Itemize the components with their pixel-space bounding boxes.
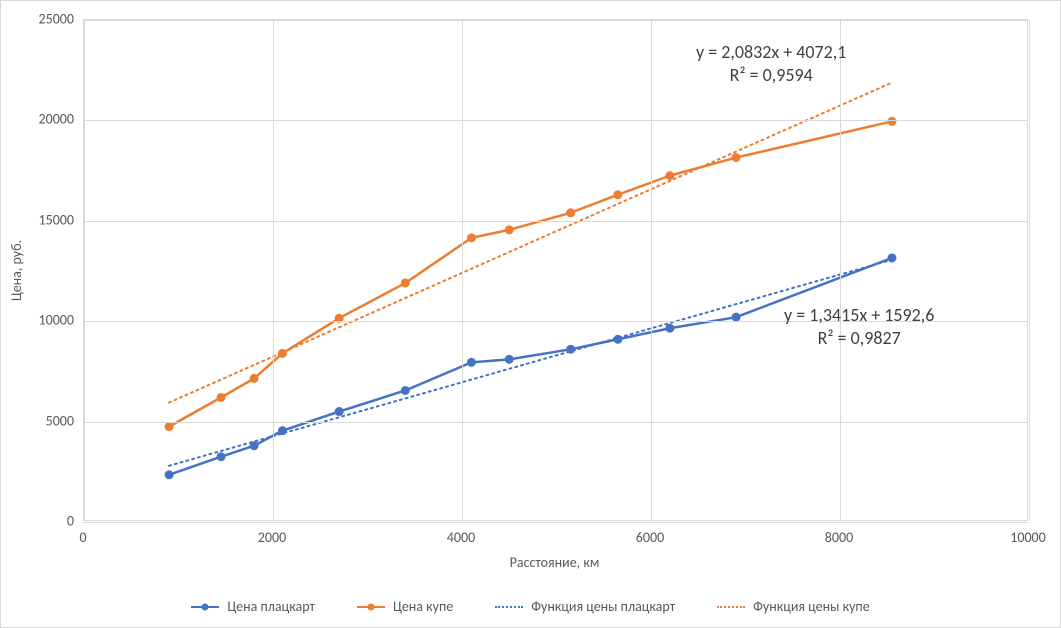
series-marker-platzkart [278, 426, 287, 435]
series-line-kupe [169, 121, 892, 426]
trendline-fn_platzkart [169, 260, 892, 466]
gridline-horizontal [84, 221, 1027, 222]
legend-item: Цена купе [357, 598, 453, 615]
legend-swatch [495, 601, 523, 613]
series-marker-platzkart [505, 355, 514, 364]
trend-annotation-fn_platzkart: y = 1,3415x + 1592,6R² = 0,9827 [784, 304, 934, 351]
legend-item: Функция цены купе [717, 598, 870, 615]
y-tick-label: 5000 [4, 412, 74, 429]
legend-item: Цена плацкарт [191, 598, 315, 615]
gridline-vertical [273, 20, 274, 520]
series-marker-kupe [505, 225, 514, 234]
gridline-vertical [840, 20, 841, 520]
gridline-vertical [651, 20, 652, 520]
legend-line-icon [495, 606, 523, 608]
y-tick-label: 10000 [4, 312, 74, 329]
legend-label: Функция цены купе [753, 598, 870, 615]
legend-swatch [191, 601, 219, 613]
y-tick-label: 20000 [4, 111, 74, 128]
series-marker-platzkart [250, 441, 259, 450]
gridline-horizontal [84, 522, 1027, 523]
series-marker-platzkart [887, 253, 896, 262]
gridline-horizontal [84, 422, 1027, 423]
series-marker-kupe [732, 153, 741, 162]
x-tick-label: 0 [53, 529, 113, 546]
legend-swatch [717, 601, 745, 613]
y-axis-title: Цена, руб. [7, 1, 27, 539]
trend-equation: y = 2,0832x + 4072,1 [696, 41, 846, 64]
series-marker-kupe [278, 349, 287, 358]
series-marker-platzkart [335, 407, 344, 416]
series-marker-kupe [165, 422, 174, 431]
chart-svg [84, 20, 1027, 520]
series-marker-platzkart [401, 386, 410, 395]
gridline-horizontal [84, 20, 1027, 21]
gridline-vertical [1029, 20, 1030, 520]
trend-annotation-fn_kupe: y = 2,0832x + 4072,1R² = 0,9594 [696, 41, 846, 88]
x-tick-label: 10000 [998, 529, 1058, 546]
plot-area: y = 1,3415x + 1592,6R² = 0,9827 y = 2,083… [83, 19, 1028, 521]
gridline-vertical [84, 20, 85, 520]
trendline-fn_kupe [169, 83, 892, 403]
y-tick-label: 15000 [4, 211, 74, 228]
legend-label: Функция цены плацкарт [531, 598, 675, 615]
series-marker-kupe [665, 171, 674, 180]
series-marker-platzkart [613, 335, 622, 344]
series-marker-kupe [566, 208, 575, 217]
x-axis-title: Расстояние, км [83, 554, 1026, 571]
trend-r2: R² = 0,9594 [696, 64, 846, 87]
series-line-platzkart [169, 258, 892, 475]
x-tick-label: 2000 [242, 529, 302, 546]
legend-swatch [357, 601, 385, 613]
x-tick-label: 8000 [809, 529, 869, 546]
price-distance-chart: Цена, руб. y = 1,3415x + 1592,6R² = 0,98… [0, 0, 1061, 628]
series-marker-platzkart [665, 324, 674, 333]
series-marker-platzkart [217, 452, 226, 461]
series-marker-platzkart [566, 345, 575, 354]
trend-equation: y = 1,3415x + 1592,6 [784, 304, 934, 327]
series-marker-platzkart [165, 470, 174, 479]
legend-line-icon [717, 606, 745, 608]
series-marker-kupe [467, 233, 476, 242]
legend-label: Цена плацкарт [227, 598, 315, 615]
series-marker-kupe [217, 393, 226, 402]
x-tick-label: 6000 [620, 529, 680, 546]
y-axis-title-text: Цена, руб. [9, 239, 26, 300]
legend-item: Функция цены плацкарт [495, 598, 675, 615]
y-tick-label: 25000 [4, 11, 74, 28]
x-tick-label: 4000 [431, 529, 491, 546]
legend-marker-icon [202, 603, 209, 610]
series-marker-kupe [401, 279, 410, 288]
series-marker-kupe [613, 190, 622, 199]
gridline-vertical [462, 20, 463, 520]
series-marker-kupe [250, 374, 259, 383]
series-marker-platzkart [467, 358, 476, 367]
series-marker-kupe [887, 117, 896, 126]
legend-marker-icon [367, 603, 374, 610]
gridline-horizontal [84, 120, 1027, 121]
y-tick-label: 0 [4, 513, 74, 530]
legend: Цена плацкарт Цена купе Функция цены плацк… [1, 598, 1060, 615]
trend-r2: R² = 0,9827 [784, 327, 934, 350]
legend-label: Цена купе [393, 598, 453, 615]
